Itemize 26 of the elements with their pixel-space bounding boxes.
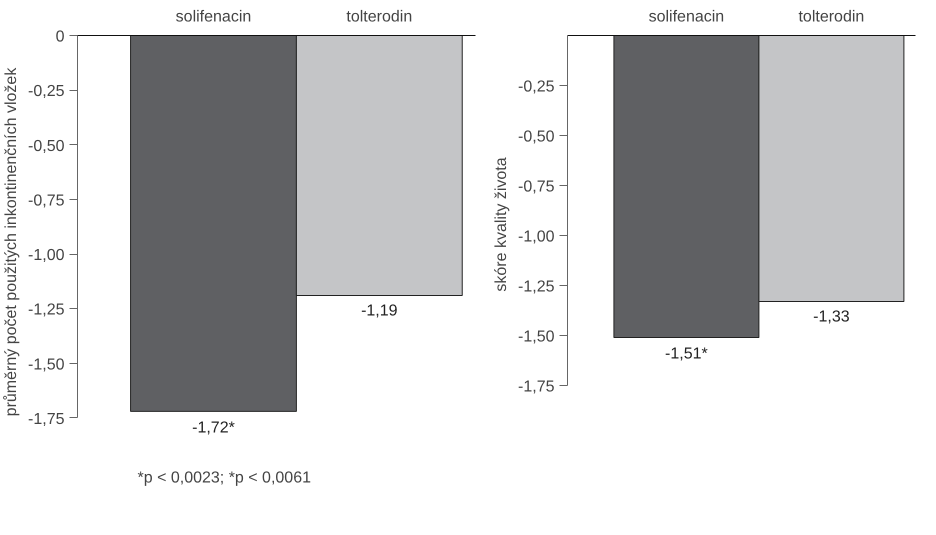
x-tick-label: solifenacin <box>176 8 252 26</box>
y-tick-label: -1,25 <box>28 302 65 319</box>
data-label: -1,72* <box>192 419 235 436</box>
y-tick-label: -1,50 <box>518 328 555 346</box>
y-tick-label: -1,75 <box>518 378 555 396</box>
y-tick-label: 0 <box>56 28 65 46</box>
y-tick-label: -0,50 <box>28 138 65 155</box>
x-tick-label: tolterodin <box>346 8 412 26</box>
x-tick-label: tolterodin <box>798 8 864 26</box>
text: *p < 0,0023; *p < 0,0061 <box>138 470 312 486</box>
y-tick-label: -0,50 <box>518 128 555 146</box>
y-tick-label: -0,25 <box>28 83 65 100</box>
data-label: -1,51* <box>665 346 708 362</box>
data-label: -1,19 <box>361 302 398 320</box>
y-tick-label: -1,75 <box>28 410 65 428</box>
x-tick-label: solifenacin <box>648 8 724 26</box>
y-tick-label: -0,75 <box>28 192 65 210</box>
y-tick-label: -0,75 <box>518 178 555 196</box>
y-axis-title: průměrný počet použitých inkontinenčních vložek <box>3 66 20 416</box>
y-tick-label: -1,25 <box>518 278 555 296</box>
y-axis-title: skóre kvality života <box>493 157 510 292</box>
y-tick-label: -1,00 <box>28 247 65 264</box>
data-label: -1,33 <box>813 308 850 326</box>
y-tick-label: -0,25 <box>518 78 555 96</box>
y-tick-label: -1,00 <box>518 228 555 246</box>
y-tick-label: -1,50 <box>28 356 65 374</box>
